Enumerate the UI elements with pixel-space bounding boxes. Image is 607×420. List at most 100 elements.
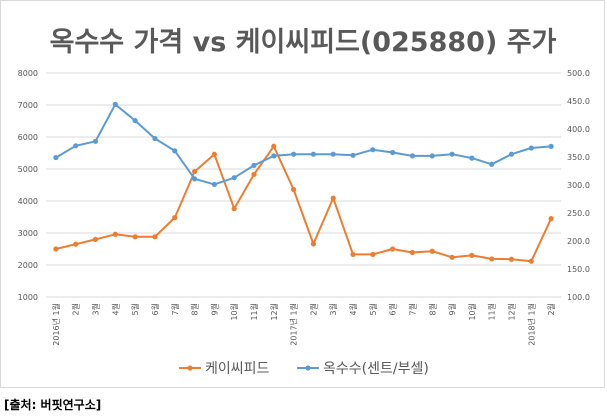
y-left-tick-label: 6000	[18, 133, 38, 142]
x-tick-label: 8월	[427, 303, 437, 315]
chart-svg: 옥수수 가격 vs 케이씨피드(025880) 주가 1000 2000 3000 4…	[18, 27, 590, 377]
series-2-point	[92, 138, 99, 144]
series-2-point	[390, 149, 396, 156]
x-tick-label: 10월	[467, 303, 477, 321]
series-2-point	[73, 143, 79, 149]
series-2-point	[528, 145, 534, 151]
series-1-point	[112, 231, 118, 237]
series-1-point	[370, 251, 376, 258]
series-2-point	[350, 152, 356, 158]
series-1-point	[310, 241, 317, 247]
series-2-point	[231, 175, 237, 181]
left-axis: 1000 2000 3000 4000 5000 6000 7000 8000	[18, 69, 38, 302]
y-right-tick-label: 200.0	[567, 237, 590, 246]
y-right-tick-label: 450.0	[567, 97, 590, 106]
series-1-point	[132, 234, 138, 240]
x-tick-label: 7월	[407, 303, 417, 315]
series-2-point	[271, 153, 277, 159]
series-1-point	[330, 195, 336, 201]
series-1-point	[429, 248, 435, 254]
x-tick-label: 4월	[348, 303, 358, 315]
x-tick-label: 2월	[308, 303, 318, 315]
x-tick-label: 2016년 1월	[51, 303, 61, 346]
source-note: [출처: 버핏연구소]	[4, 398, 102, 412]
legend: 케이씨피드 옥수수(센트/부셀)	[179, 361, 429, 377]
series-layer	[53, 101, 554, 264]
series-1-point	[350, 251, 356, 258]
legend-label-1: 케이씨피드	[205, 361, 270, 377]
series-2-point	[508, 151, 515, 157]
series-2-point	[132, 118, 138, 124]
x-tick-label: 2018년 1월	[526, 303, 536, 346]
y-right-tick-label: 300.0	[567, 181, 590, 190]
y-right-tick-label: 250.0	[567, 209, 590, 218]
series-1-point	[409, 249, 416, 256]
y-left-tick-label: 2000	[18, 261, 38, 270]
series-2-point	[211, 181, 217, 188]
series-2-point	[191, 176, 198, 182]
x-axis: 2016년 1월 2월 3월 4월 5월 6월 7월 8월 9월 10월 11월 12월 2017년 1…	[51, 303, 556, 346]
series-2-point	[112, 101, 118, 107]
chart-title: 옥수수 가격 vs 케이씨피드(025880) 주가	[50, 27, 557, 58]
series-2-point	[548, 143, 554, 149]
right-axis: 100.0 150.0 200.0 250.0 300.0 350.0 400.0 450.0…	[567, 69, 590, 302]
series-2-point	[370, 147, 376, 153]
series-1-point	[390, 246, 396, 252]
series-2-point	[469, 155, 475, 161]
series-1-point	[211, 151, 217, 157]
series-1-point	[92, 236, 99, 242]
x-tick-label: 9월	[447, 303, 457, 315]
series-1-point	[469, 252, 475, 258]
x-tick-label: 12월	[269, 303, 279, 321]
chart-frame: 옥수수 가격 vs 케이씨피드(025880) 주가 1000 2000 3000 4…	[0, 0, 605, 388]
x-tick-label: 10월	[229, 303, 239, 321]
series-1-point	[449, 254, 455, 260]
series-2-point	[290, 151, 297, 157]
series-1-point	[231, 206, 237, 212]
x-tick-label: 6월	[388, 303, 398, 315]
series-line-1	[55, 145, 553, 263]
x-tick-label: 9월	[209, 303, 219, 315]
gridlines	[46, 72, 561, 298]
y-left-tick-label: 8000	[18, 69, 38, 78]
y-right-tick-label: 100.0	[567, 293, 590, 302]
y-left-tick-label: 7000	[18, 101, 38, 110]
series-2-point	[53, 154, 59, 161]
x-tick-label: 2017년 1월	[289, 303, 299, 346]
series-2-point	[409, 153, 416, 159]
y-right-tick-label: 350.0	[567, 153, 590, 162]
x-tick-label: 7월	[170, 303, 180, 315]
series-1-point	[548, 216, 554, 222]
series-1-point	[271, 143, 277, 149]
series-1-point	[172, 215, 178, 221]
x-tick-label: 3월	[91, 303, 101, 315]
series-1-point	[73, 241, 79, 247]
x-tick-label: 4월	[110, 303, 120, 315]
x-tick-label: 11월	[487, 303, 497, 321]
series-1-point	[191, 168, 198, 175]
series-1-point	[528, 258, 534, 264]
x-tick-label: 5월	[368, 303, 378, 315]
y-left-tick-label: 1000	[18, 293, 38, 302]
series-2-point	[310, 151, 317, 157]
series-2-point	[330, 151, 336, 157]
x-tick-label: 2월	[71, 303, 81, 315]
x-tick-label: 8월	[190, 303, 200, 315]
series-2-point	[449, 151, 455, 157]
y-right-tick-label: 150.0	[567, 265, 590, 274]
series-1-point	[290, 186, 297, 193]
series-2-point	[489, 161, 495, 167]
series-1-point	[489, 256, 495, 262]
y-right-tick-label: 500.0	[567, 69, 590, 78]
series-2-point	[429, 153, 435, 159]
legend-label-2: 옥수수(센트/부셀)	[323, 361, 429, 377]
x-tick-label: 11월	[249, 303, 259, 321]
x-tick-label: 3월	[328, 303, 338, 315]
x-tick-label: 12월	[506, 303, 516, 321]
series-1-point	[508, 256, 515, 262]
x-tick-label: 6월	[150, 303, 160, 315]
series-1-point	[152, 234, 158, 240]
legend-marker-1	[187, 365, 193, 371]
series-line-2	[55, 103, 552, 186]
legend-marker-2	[305, 365, 311, 371]
